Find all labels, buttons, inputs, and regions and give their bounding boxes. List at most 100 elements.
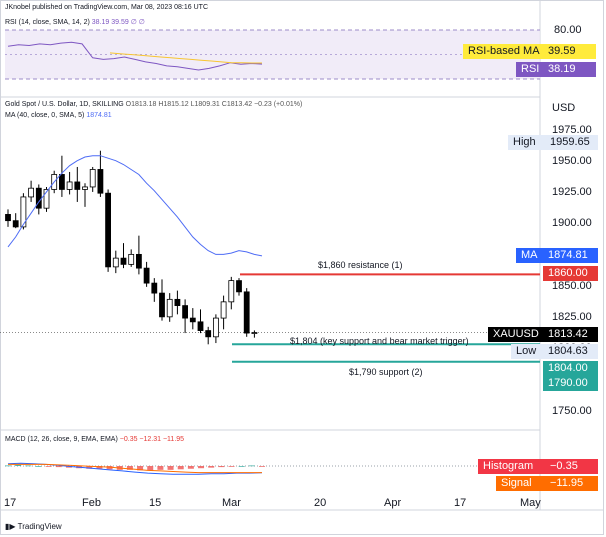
candle-body — [135, 253, 142, 269]
rsi-tag: RSI — [516, 62, 543, 77]
macd-histogram-bar — [167, 466, 174, 470]
rsi-legend: RSI (14, close, SMA, 14, 2) 38.19 39.59 … — [5, 18, 145, 26]
candle-body — [59, 174, 65, 190]
macd-histogram-bar — [126, 466, 133, 470]
candle-body — [28, 187, 35, 198]
time-tick-label: Apr — [384, 497, 402, 509]
candle-body — [166, 298, 173, 318]
time-tick-label: Mar — [222, 497, 241, 509]
time-tick-label: 17 — [454, 497, 467, 509]
candle-body — [43, 189, 50, 209]
time-tick-label: 15 — [149, 497, 162, 509]
symbol-label: Gold Spot / U.S. Dollar, 1D, SKILLING — [5, 101, 124, 108]
ohlc-values: O1813.18 H1815.12 L1809.31 C1813.42 −0.2… — [125, 101, 303, 108]
macd-signal-value: −11.95 — [545, 476, 598, 491]
candle-body — [143, 267, 150, 284]
rsi-ma-line — [109, 52, 262, 64]
macd-histogram-bar — [86, 466, 93, 469]
time-tick-label: 17 — [4, 497, 17, 509]
candle-body — [105, 192, 111, 268]
time-tick-label: May — [520, 497, 541, 509]
candle-body — [220, 301, 227, 319]
symbol-tag: XAUUSD — [488, 327, 543, 342]
macd-signal-line — [8, 463, 262, 474]
support2-label: $1,790 support (2) — [349, 367, 423, 377]
candle-body — [151, 282, 158, 294]
candle-body — [205, 330, 212, 338]
support2-value-tag: 1790.00 — [543, 376, 598, 391]
macd-histogram-bar — [177, 466, 184, 470]
macd-histogram-bar — [45, 466, 52, 467]
rsi-value: 38.19 — [543, 62, 596, 77]
time-tick-label: Feb — [82, 497, 101, 509]
price-tick-label: 1925.00 — [552, 186, 592, 199]
ma-legend-value: 1874.81 — [86, 112, 112, 119]
rsi-ma-value: 39.59 — [543, 44, 596, 59]
candle-body — [97, 169, 104, 194]
candle-body — [120, 257, 127, 265]
price-tick-label: 1900.00 — [552, 217, 592, 230]
candle-body — [236, 280, 242, 293]
footer-brand: ▮▶ TradingView — [5, 522, 62, 531]
candle-body — [20, 196, 27, 228]
macd-histogram-bar — [25, 465, 32, 467]
macd-histogram-tag: Histogram — [478, 459, 545, 474]
candle-body — [251, 332, 258, 334]
macd-histogram-bar — [208, 466, 215, 468]
macd-histogram-bar — [137, 466, 144, 471]
macd-histogram-bar — [187, 466, 194, 469]
ma-value: 1874.81 — [543, 248, 598, 263]
macd-histogram-bar — [147, 466, 154, 471]
rsi-line — [7, 41, 263, 71]
ma-tag: MA — [516, 248, 543, 263]
rsi-ma-tag: RSI-based MA — [463, 44, 543, 59]
rsi-legend-label: RSI (14, close, SMA, 14, 2) — [5, 19, 90, 26]
ma-line — [7, 155, 263, 257]
candle-body — [197, 321, 204, 331]
macd-legend-label: MACD (12, 26, close, 9, EMA, EMA) — [5, 436, 118, 443]
candle-body — [5, 214, 11, 222]
macd-histogram-bar — [198, 466, 205, 469]
candle-body — [243, 291, 250, 334]
resistance-label: $1,860 resistance (1) — [318, 260, 403, 270]
macd-legend-values: −0.35 −12.31 −11.95 — [119, 436, 185, 443]
candle-body — [112, 257, 119, 268]
candle-body — [159, 292, 165, 318]
high-value: 1959.65 — [545, 135, 598, 150]
ma-legend-label: MA (40, close, 0, SMA, 5) — [5, 112, 85, 119]
macd-histogram-bar — [228, 466, 235, 467]
macd-histogram-bar — [55, 466, 62, 468]
price-tick-label: 1950.00 — [552, 154, 592, 167]
candle-body — [66, 181, 73, 190]
publisher-line: JKnobel published on TradingView.com, Ma… — [5, 4, 208, 11]
ma-legend: MA (40, close, 0, SMA, 5) 1874.81 — [5, 112, 112, 119]
macd-histogram-bar — [218, 466, 225, 468]
low-tag: Low — [511, 344, 543, 359]
low-value: 1804.63 — [543, 344, 598, 359]
candle-body — [228, 280, 235, 303]
macd-histogram-bar — [157, 466, 164, 470]
candle-body — [74, 181, 81, 190]
candle-body — [174, 298, 181, 306]
macd-histogram-bar — [106, 466, 113, 470]
macd-histogram-bar — [259, 466, 265, 467]
macd-histogram-bar — [15, 464, 22, 466]
macd-histogram-bar — [96, 466, 103, 469]
price-tick-label: 1850.00 — [552, 279, 592, 292]
candle-body — [128, 253, 135, 265]
time-tick-label: 20 — [314, 497, 327, 509]
tradingview-logo-icon: ▮▶ — [5, 522, 16, 531]
rsi-level-label: 80.00 — [554, 24, 582, 36]
last-price-tag: 1813.42 — [543, 327, 598, 342]
candle-body — [189, 317, 196, 323]
support1-value-tag: 1804.00 — [543, 361, 598, 376]
macd-signal-tag: Signal — [496, 476, 545, 491]
rsi-legend-values: 38.19 39.59 ∅ ∅ — [91, 19, 145, 26]
main-legend: Gold Spot / U.S. Dollar, 1D, SKILLING O1… — [5, 101, 302, 108]
support1-label: $1,804 (key support and bear market trig… — [290, 336, 469, 346]
macd-legend: MACD (12, 26, close, 9, EMA, EMA) −0.35 … — [5, 436, 184, 443]
price-tick-label: 1750.00 — [552, 404, 592, 417]
candle-body — [182, 305, 189, 319]
